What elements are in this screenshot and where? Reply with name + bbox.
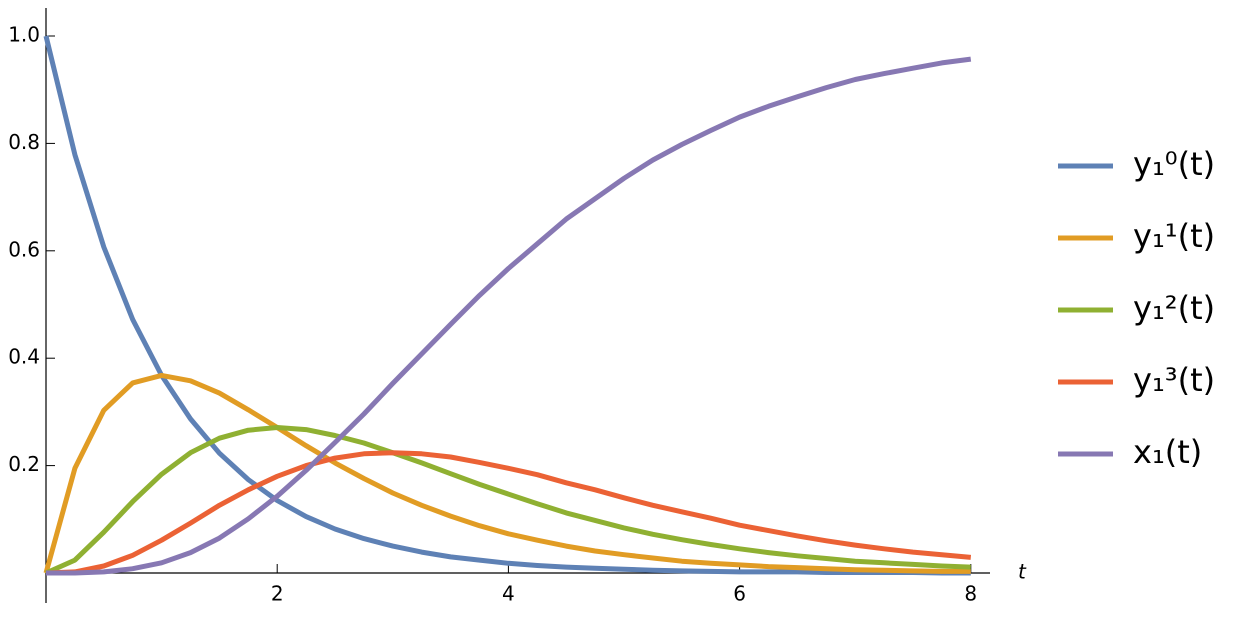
legend-label: y₁³(t)	[1133, 361, 1215, 399]
x-axis-label: t	[1018, 560, 1027, 584]
x-tick-label: 4	[502, 582, 515, 606]
line	[43, 372, 971, 574]
y-tick-label: 0.6	[8, 237, 40, 261]
line	[43, 35, 971, 576]
x-tick-label: 2	[271, 582, 284, 606]
y-tick-label: 0.4	[8, 345, 40, 369]
y-tick-label: 1.0	[8, 23, 40, 47]
y-tick-label: 0.8	[8, 130, 40, 154]
legend-label: y₁¹(t)	[1133, 217, 1215, 255]
line	[44, 425, 971, 576]
x-tick-label: 6	[733, 582, 746, 606]
line	[45, 450, 972, 576]
x-tick-label: 8	[964, 582, 977, 606]
line	[46, 56, 972, 576]
legend-label: y₁⁰(t)	[1133, 145, 1215, 183]
legend-label: x₁(t)	[1133, 433, 1202, 471]
legend-label: y₁²(t)	[1133, 289, 1215, 327]
y-tick-label: 0.2	[8, 452, 40, 476]
